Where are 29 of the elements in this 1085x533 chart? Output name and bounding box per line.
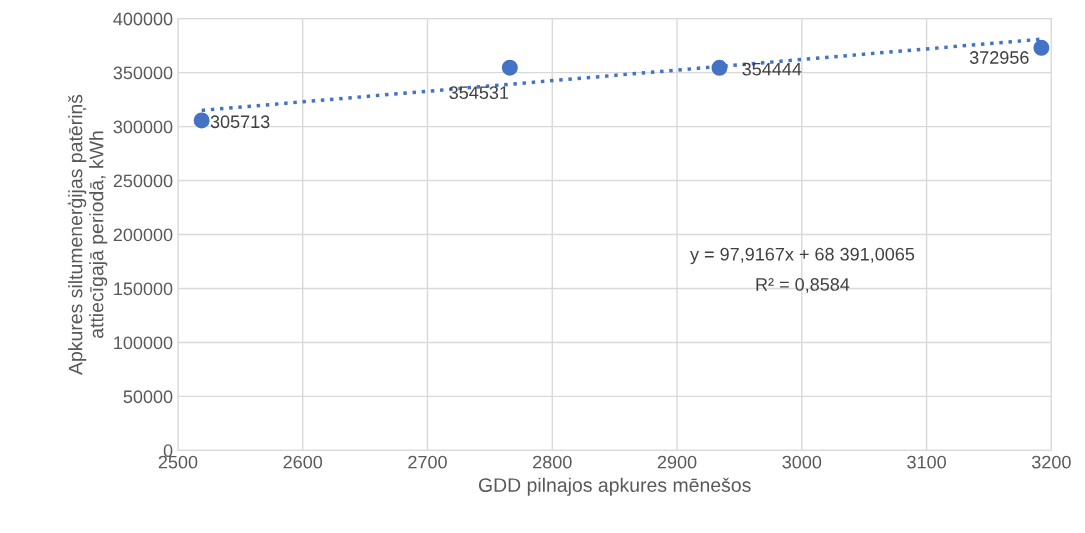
x-axis-title: GDD pilnajos apkures mēnešos [478, 477, 751, 496]
point [501, 59, 518, 76]
x-tick-label: 2600 [283, 455, 323, 469]
data-label: 305713 [210, 115, 270, 129]
data-label: 354444 [742, 62, 802, 76]
y-tick-label: 150000 [114, 282, 173, 296]
y-tick-label: 400000 [113, 12, 173, 26]
y-tick-label: 50000 [123, 390, 173, 404]
y-tick-label: 100000 [114, 336, 173, 350]
y-axis-title: Apkures siltumenerģijas patēriņš attiecīgajā periodā, kWh [67, 94, 108, 375]
y-tick-label: 250000 [113, 174, 173, 188]
y-tick-label: 350000 [113, 66, 173, 80]
x-tick-label: 3200 [1031, 455, 1071, 469]
y-tick-label: 300000 [113, 120, 173, 134]
data-label: 354531 [449, 86, 509, 100]
x-tick-label: 3000 [782, 455, 822, 469]
annotation: y = 97,9167x + 68 391,0065 [690, 247, 915, 265]
x-tick-label: 3100 [907, 455, 946, 469]
data-label: 372956 [969, 51, 1029, 64]
point [193, 112, 210, 129]
point [1033, 39, 1050, 56]
x-tick-label: 2800 [533, 455, 572, 469]
y-tick-label: 200000 [113, 228, 173, 242]
x-tick-label: 2700 [408, 455, 447, 469]
point [711, 59, 728, 76]
annotation: R² = 0,8584 [756, 278, 850, 293]
x-tick-label: 2900 [657, 455, 697, 469]
y-tick-label: 0 [163, 444, 173, 458]
x-tick-label: 2500 [158, 455, 198, 469]
